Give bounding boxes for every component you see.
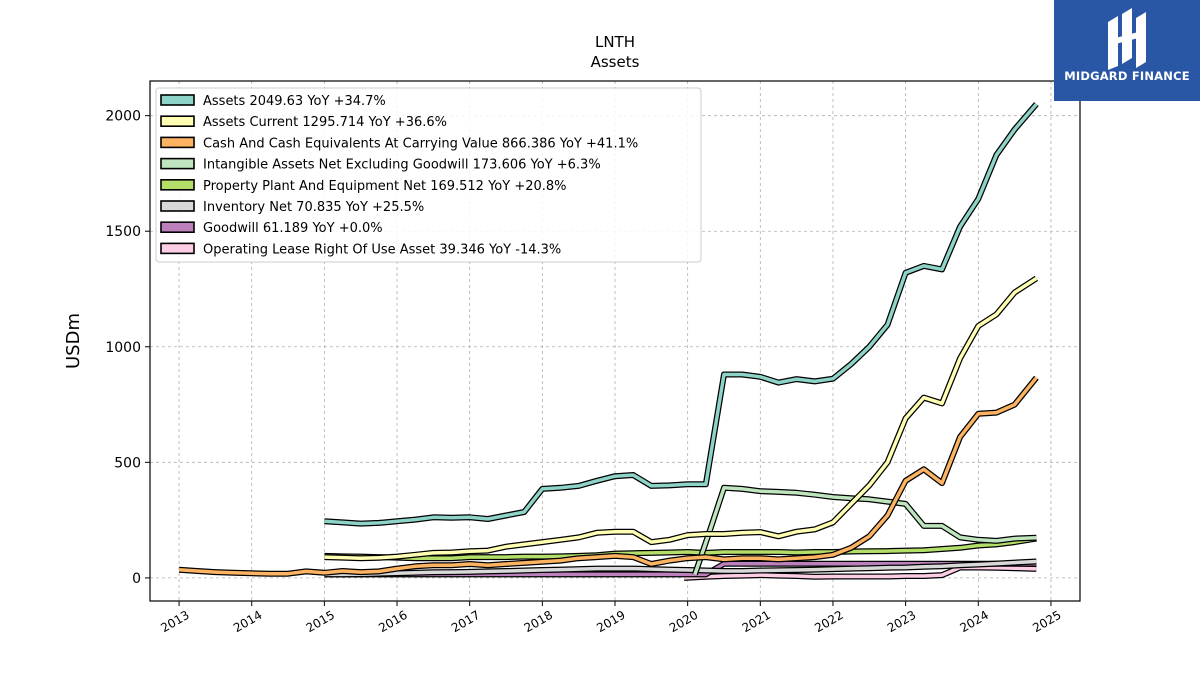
series-line (324, 102, 1038, 526)
chart-title: LNTH (595, 33, 635, 51)
legend-swatch (160, 200, 195, 212)
legend-label: Assets Current 1295.714 YoY +36.6% (203, 115, 447, 130)
legend-swatch (160, 115, 195, 127)
legend-label: Operating Lease Right Of Use Asset 39.34… (203, 242, 561, 257)
x-tick-label: 2014 (231, 608, 264, 635)
legend-swatch (160, 157, 195, 170)
series-cash-and-cash-equivalents-at-carrying-value (178, 375, 1039, 577)
chart-subtitle: Assets (591, 53, 640, 71)
series-assets (324, 102, 1039, 527)
legend-item: Assets 2049.63 YoY +34.7% (160, 94, 386, 109)
legend-item: Goodwill 61.189 YoY +0.0% (160, 221, 383, 236)
x-tick-label: 2020 (667, 608, 700, 635)
legend-label: Goodwill 61.189 YoY +0.0% (203, 221, 383, 236)
y-tick-label: 2000 (105, 109, 141, 125)
x-tick-label: 2018 (522, 608, 555, 635)
legend-item: Assets Current 1295.714 YoY +36.6% (160, 115, 447, 130)
legend-item: Property Plant And Equipment Net 169.512… (160, 179, 567, 194)
series-line (324, 559, 1037, 577)
x-tick-label: 2023 (885, 608, 918, 635)
x-tick-label: 2025 (1030, 608, 1063, 635)
series-inventory-net (324, 558, 1037, 578)
midgard-logo-icon (1108, 8, 1146, 70)
legend-box (155, 87, 702, 263)
legend-item: Cash And Cash Equivalents At Carrying Va… (160, 136, 638, 151)
x-tick-label: 2021 (740, 608, 773, 635)
series-assets-current (324, 275, 1039, 562)
y-tick-label: 0 (132, 571, 141, 587)
x-tick-label: 2022 (812, 608, 845, 635)
legend-swatch (160, 242, 195, 255)
legend-label: Assets 2049.63 YoY +34.7% (203, 94, 386, 109)
legend-item: Intangible Assets Net Excluding Goodwill… (160, 157, 601, 173)
x-tick-label: 2019 (594, 608, 627, 635)
x-tick-label: 2017 (449, 608, 482, 635)
x-tick-label: 2015 (304, 608, 337, 635)
y-axis-label: USDm (63, 313, 84, 369)
y-tick-label: 1500 (105, 224, 141, 240)
series-line (324, 536, 1037, 560)
legend-swatch (160, 136, 195, 149)
series-property-plant-and-equipment-net (324, 535, 1037, 562)
legend-label: Property Plant And Equipment Net 169.512… (203, 179, 567, 194)
brand-logo-text: MIDGARD FINANCE (1064, 69, 1190, 83)
legend-item: Operating Lease Right Of Use Asset 39.34… (160, 242, 561, 257)
brand-logo: MIDGARD FINANCE (1054, 0, 1200, 101)
y-tick-label: 1000 (105, 340, 141, 356)
legend-label: Intangible Assets Net Excluding Goodwill… (203, 158, 601, 173)
series-layer (178, 102, 1039, 581)
series-line (324, 276, 1038, 560)
x-tick-label: 2024 (958, 608, 991, 635)
x-tick-label: 2016 (376, 608, 409, 635)
series-line (178, 376, 1038, 576)
legend-label: Cash And Cash Equivalents At Carrying Va… (203, 136, 638, 151)
legend-label: Inventory Net 70.835 YoY +25.5% (203, 200, 424, 215)
legend: Assets 2049.63 YoY +34.7% Assets Current … (155, 87, 702, 263)
legend-swatch (160, 179, 195, 191)
legend-swatch (160, 94, 195, 106)
legend-swatch (160, 221, 195, 233)
y-tick-label: 500 (114, 455, 141, 471)
legend-item: Inventory Net 70.835 YoY +25.5% (160, 200, 424, 215)
x-tick-label: 2013 (158, 608, 191, 635)
